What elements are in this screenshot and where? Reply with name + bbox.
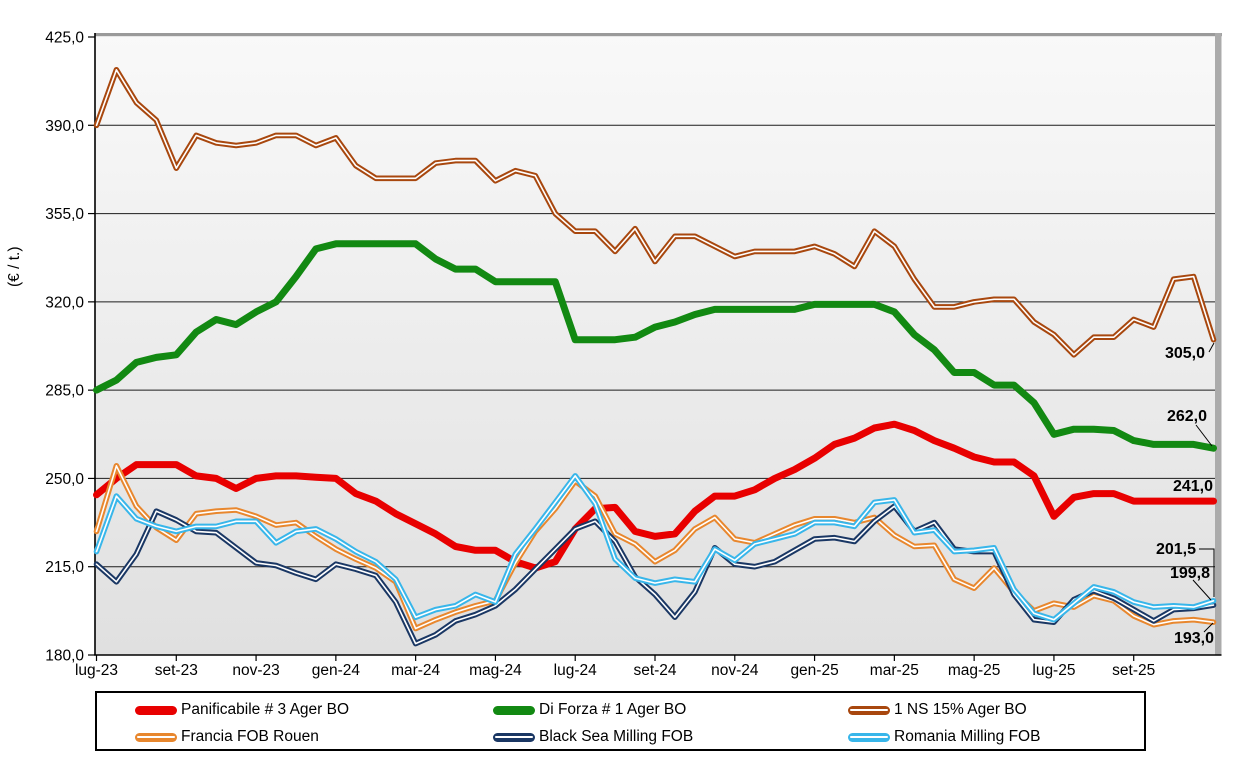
legend-label-panificabile-3-ager-bo: Panificabile # 3 Ager BO bbox=[181, 701, 350, 718]
end-value-label-1-ns-15-ager-bo: 305,0 bbox=[1165, 345, 1205, 362]
x-tick-label: lug-25 bbox=[1032, 662, 1075, 679]
legend: Panificabile # 3 Ager BO Di Forza # 1 Age… bbox=[95, 691, 1146, 751]
legend-item-di-forza-1-ager-bo: Di Forza # 1 Ager BO bbox=[493, 699, 686, 721]
y-tick-label: 320,0 bbox=[45, 294, 84, 311]
legend-marker-stripe bbox=[850, 736, 888, 738]
x-tick-label: mag-25 bbox=[948, 662, 1001, 679]
legend-marker-romania-milling-fob bbox=[848, 732, 890, 742]
legend-item-1-ns-15-ager-bo: 1 NS 15% Ager BO bbox=[848, 699, 1027, 721]
legend-label-di-forza-1-ager-bo: Di Forza # 1 Ager BO bbox=[539, 701, 687, 718]
end-label-leader-black-sea-milling-fob bbox=[1192, 579, 1212, 601]
series-line-panificabile-3-ager-bo bbox=[93, 420, 1217, 572]
legend-marker-stripe bbox=[137, 736, 175, 738]
series-line-di-forza-1-ager-bo bbox=[93, 240, 1217, 452]
legend-label-black-sea-milling-fob: Black Sea Milling FOB bbox=[539, 728, 694, 745]
y-tick-label: 355,0 bbox=[45, 206, 84, 223]
end-value-label-black-sea-milling-fob: 199,8 bbox=[1170, 565, 1210, 582]
x-tick-label: mar-25 bbox=[870, 662, 919, 679]
x-tick-label: set-24 bbox=[633, 662, 676, 679]
x-tick-label: nov-24 bbox=[711, 662, 759, 679]
x-tick-label: lug-23 bbox=[75, 662, 118, 679]
x-tick-label: lug-24 bbox=[554, 662, 597, 679]
legend-marker-panificabile-3-ager-bo bbox=[135, 705, 177, 715]
end-label-leader-francia-fob-rouen bbox=[1203, 622, 1214, 633]
legend-item-romania-milling-fob: Romania Milling FOB bbox=[848, 726, 1040, 748]
y-tick-label: 215,0 bbox=[45, 559, 84, 576]
x-tick-label: mar-24 bbox=[391, 662, 440, 679]
legend-marker-stripe bbox=[495, 736, 533, 738]
legend-marker-black-sea-milling-fob bbox=[493, 732, 535, 742]
end-label-leader-di-forza-1-ager-bo bbox=[1195, 424, 1213, 447]
y-tick-label: 425,0 bbox=[45, 30, 84, 47]
legend-label-romania-milling-fob: Romania Milling FOB bbox=[894, 728, 1041, 745]
y-tick-label: 285,0 bbox=[45, 383, 84, 400]
x-tick-label: gen-25 bbox=[790, 662, 838, 679]
y-tick-label: 180,0 bbox=[45, 648, 84, 665]
series-line-core-romania-milling-fob bbox=[95, 475, 1215, 621]
legend-marker-1-ns-15-ager-bo bbox=[848, 705, 890, 715]
y-axis-title: (€ / t.) bbox=[6, 246, 23, 287]
legend-label-1-ns-15-ager-bo: 1 NS 15% Ager BO bbox=[894, 701, 1027, 718]
end-value-label-panificabile-3-ager-bo: 241,0 bbox=[1173, 478, 1213, 495]
x-tick-label: set-25 bbox=[1112, 662, 1155, 679]
x-tick-label: gen-24 bbox=[312, 662, 361, 679]
legend-item-francia-fob-rouen: Francia FOB Rouen bbox=[135, 726, 319, 748]
series-line-core-black-sea-milling-fob bbox=[95, 505, 1215, 645]
end-value-label-francia-fob-rouen: 193,0 bbox=[1174, 630, 1214, 647]
plot-border-top bbox=[95, 33, 1222, 37]
legend-marker-francia-fob-rouen bbox=[135, 732, 177, 742]
legend-label-francia-fob-rouen: Francia FOB Rouen bbox=[181, 728, 319, 745]
plot-border-right bbox=[1215, 33, 1222, 655]
y-tick-label: 250,0 bbox=[45, 471, 84, 488]
y-tick-label: 390,0 bbox=[45, 118, 84, 135]
legend-marker-di-forza-1-ager-bo bbox=[493, 705, 535, 715]
legend-marker-stripe bbox=[850, 709, 888, 711]
end-label-leader-romania-milling-fob bbox=[1199, 548, 1215, 597]
series-line-core-1-ns-15-ager-bo bbox=[95, 69, 1215, 356]
legend-item-black-sea-milling-fob: Black Sea Milling FOB bbox=[493, 726, 693, 748]
x-tick-label: nov-23 bbox=[232, 662, 279, 679]
end-value-label-romania-milling-fob: 201,5 bbox=[1156, 541, 1196, 558]
x-tick-label: mag-24 bbox=[469, 662, 522, 679]
legend-item-panificabile-3-ager-bo: Panificabile # 3 Ager BO bbox=[135, 699, 349, 721]
end-value-label-di-forza-1-ager-bo: 262,0 bbox=[1167, 408, 1207, 425]
x-tick-label: set-23 bbox=[155, 662, 198, 679]
end-label-leader-1-ns-15-ager-bo bbox=[1208, 342, 1215, 353]
